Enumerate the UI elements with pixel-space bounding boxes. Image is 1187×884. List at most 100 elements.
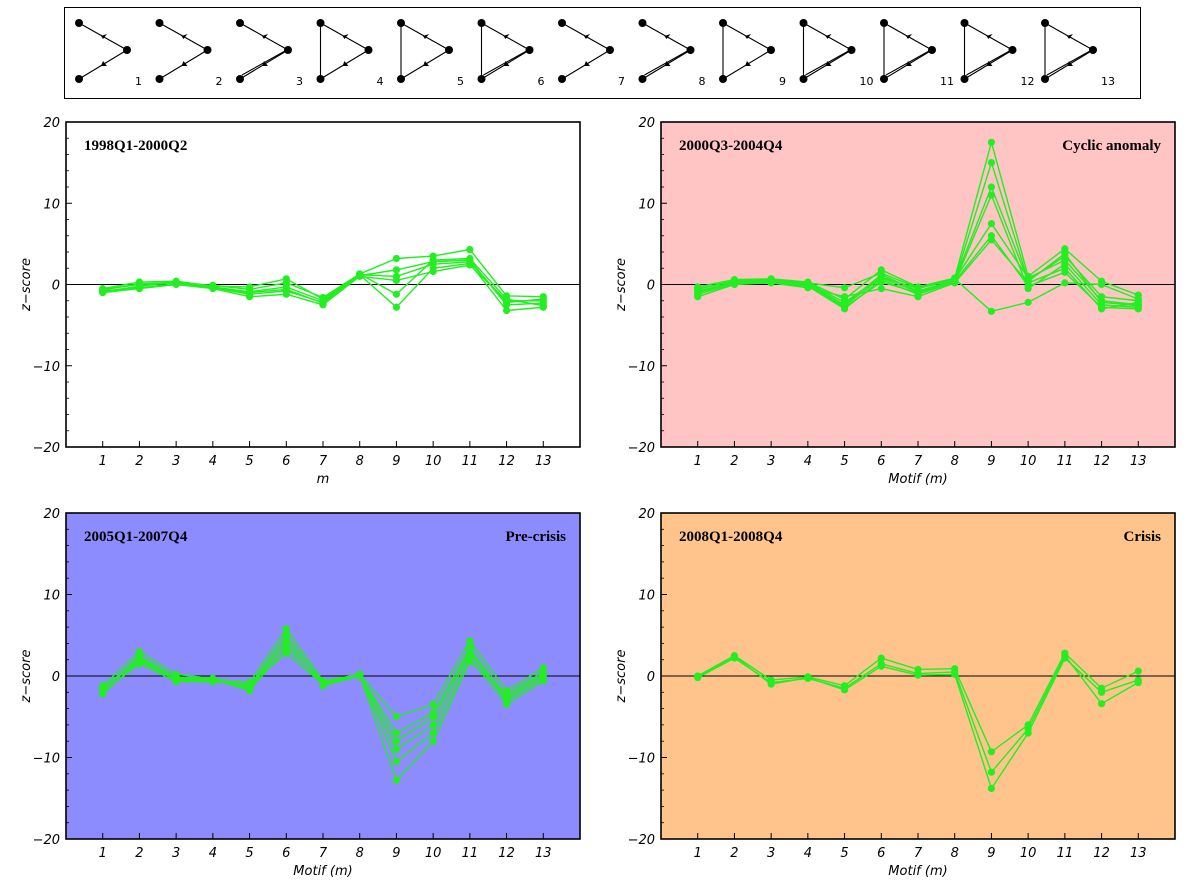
data-point	[282, 635, 290, 643]
motif-arrow	[664, 34, 671, 39]
motif-arrow	[423, 34, 429, 39]
motif-node	[316, 19, 325, 27]
y-tick-label: 0	[647, 670, 655, 685]
x-tick-label: 3	[172, 846, 180, 861]
y-tick-label: 20	[638, 507, 655, 522]
motif-node	[767, 46, 775, 54]
data-point	[392, 266, 401, 274]
y-tick-label: −10	[628, 752, 655, 767]
x-tick-label: 8	[356, 846, 364, 861]
motif-arrow	[584, 61, 590, 66]
data-point	[466, 637, 474, 645]
x-tick-label: 8	[356, 454, 364, 469]
x-tick-label: 6	[877, 846, 885, 861]
motif-node	[638, 19, 647, 27]
motif-diagrams: 1 2 3 4 5 6 7 8 9 10 11 12 13	[75, 19, 1115, 88]
phase-annotation: Cyclic anomaly	[1062, 138, 1161, 154]
x-tick-label: 3	[767, 454, 775, 469]
data-point	[877, 284, 885, 293]
y-tick-label: 0	[52, 279, 60, 294]
motif-number: 1	[135, 75, 142, 88]
motif-node	[880, 19, 888, 27]
data-point	[987, 159, 996, 167]
motif-node	[75, 75, 83, 83]
data-point	[392, 729, 401, 737]
x-tick-label: 11	[1057, 454, 1074, 469]
data-point	[539, 672, 547, 680]
x-tick-label: 6	[282, 846, 290, 861]
period-label: 1998Q1-2000Q2	[84, 138, 187, 154]
y-tick-label: 10	[638, 589, 655, 604]
motif-arrow	[986, 34, 993, 39]
data-point	[840, 293, 849, 301]
motif-node	[1041, 19, 1049, 27]
motif-arrow	[825, 61, 832, 66]
data-point	[840, 686, 849, 694]
data-point	[840, 284, 849, 292]
data-point	[877, 662, 885, 670]
motif-diagram-12: 12	[960, 19, 1035, 88]
y-axis-title: z−score	[19, 650, 34, 704]
data-point	[282, 285, 290, 293]
y-tick-label: 10	[43, 589, 60, 604]
data-point	[1061, 250, 1069, 258]
motif-arrow	[986, 61, 993, 66]
y-tick-label: 20	[638, 116, 655, 131]
data-point	[356, 271, 364, 279]
x-tick-label: 8	[951, 454, 959, 469]
data-point	[730, 279, 739, 287]
y-tick-label: 0	[647, 279, 655, 294]
motif-node	[445, 46, 453, 54]
data-point	[319, 293, 327, 302]
data-point	[987, 784, 996, 793]
x-tick-label: 12	[498, 454, 515, 469]
motif-arrow	[745, 61, 751, 66]
motif-node	[558, 19, 566, 27]
data-point	[1024, 729, 1032, 737]
x-axis-title: Motif (m)	[293, 864, 352, 879]
y-tick-label: −10	[628, 360, 655, 375]
y-axis-title: z−score	[19, 258, 34, 312]
data-point	[987, 768, 996, 776]
data-point	[987, 307, 996, 315]
x-tick-label: 13	[1130, 454, 1147, 469]
motif-arrow	[906, 61, 912, 66]
motif-diagram-6: 6	[477, 19, 545, 88]
data-point	[987, 138, 996, 146]
x-axis-title: m	[317, 472, 330, 487]
y-tick-label: −10	[33, 360, 60, 375]
data-point	[1134, 302, 1142, 310]
motif-arrow	[1067, 34, 1073, 39]
data-point	[429, 721, 437, 729]
motif-node	[316, 75, 325, 83]
data-point	[392, 737, 401, 745]
y-tick-label: 10	[43, 197, 60, 212]
period-label: 2000Q3-2004Q4	[679, 138, 783, 154]
y-tick-label: −20	[33, 441, 60, 456]
x-tick-label: 10	[425, 454, 442, 469]
y-tick-label: 20	[43, 116, 60, 131]
data-point	[1134, 676, 1142, 684]
data-point	[987, 748, 996, 756]
data-point	[392, 290, 401, 298]
data-point	[951, 276, 959, 285]
motif-diagram-11: 11	[880, 19, 954, 88]
data-point	[282, 279, 290, 287]
x-tick-label: 13	[535, 846, 552, 861]
motif-number: 10	[860, 75, 874, 88]
motif-arrow	[745, 34, 751, 39]
data-point	[429, 737, 437, 745]
motif-node	[477, 75, 486, 83]
x-tick-label: 11	[462, 846, 479, 861]
data-point	[466, 258, 474, 266]
motif-node	[75, 19, 83, 27]
data-point	[539, 302, 547, 310]
data-point	[1097, 700, 1106, 708]
x-tick-label: 9	[987, 454, 995, 469]
motif-node	[236, 19, 244, 27]
data-point	[99, 288, 107, 296]
motif-legend-strip: 1 2 3 4 5 6 7 8 9 10 11 12 13	[64, 7, 1141, 99]
data-point	[429, 729, 437, 737]
